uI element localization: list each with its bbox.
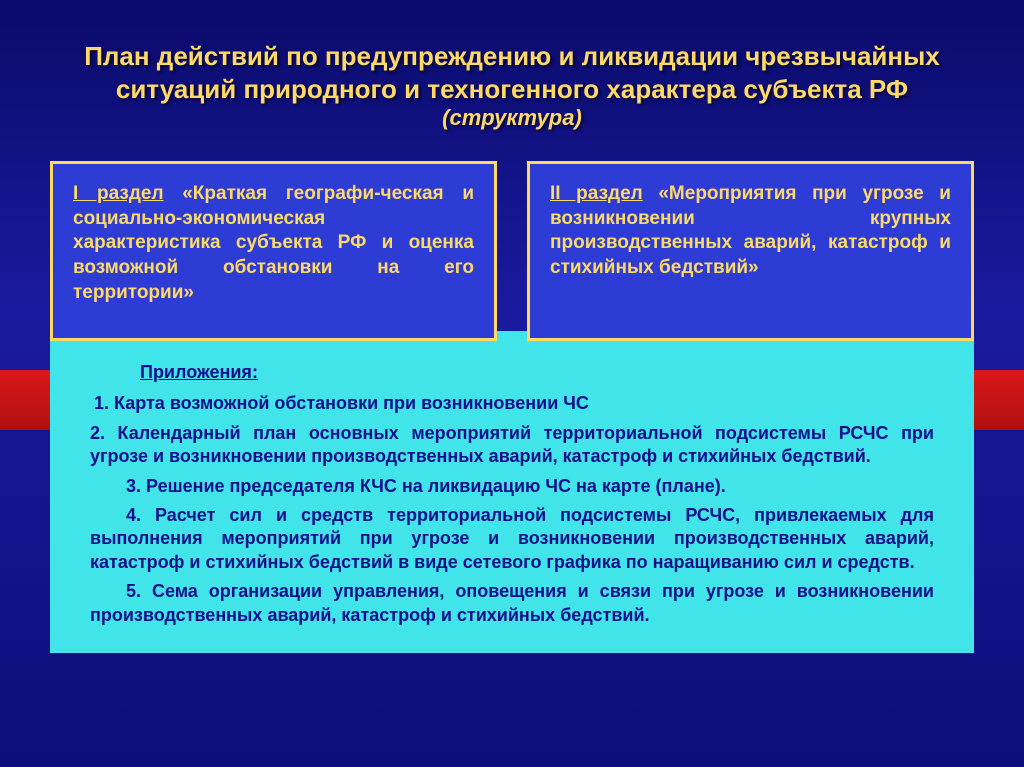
title-block: План действий по предупреждению и ликвид…: [30, 40, 994, 131]
appendix-item-4: 4. Расчет сил и средств территориальной …: [90, 504, 934, 574]
section-2-label: II раздел: [550, 183, 643, 204]
appendix-item-1: 1. Карта возможной обстановки при возник…: [94, 392, 934, 415]
sections-row: I раздел «Краткая географи-ческая и соци…: [30, 161, 994, 341]
section-box-2: II раздел «Мероприятия при угрозе и возн…: [527, 161, 974, 341]
appendix-heading: Приложения:: [140, 361, 934, 384]
appendix-item-5: 5. Сема организации управления, оповещен…: [90, 580, 934, 627]
slide-container: План действий по предупреждению и ликвид…: [0, 0, 1024, 767]
section-box-1: I раздел «Краткая географи-ческая и соци…: [50, 161, 497, 341]
appendix-item-2: 2. Календарный план основных мероприятий…: [90, 422, 934, 469]
appendix-panel: Приложения: 1. Карта возможной обстановк…: [50, 331, 974, 653]
section-1-label: I раздел: [73, 183, 164, 204]
appendix-item-3: 3. Решение председателя КЧС на ликвидаци…: [90, 475, 934, 498]
slide-title: План действий по предупреждению и ликвид…: [30, 40, 994, 105]
slide-subtitle: (структура): [30, 105, 994, 131]
